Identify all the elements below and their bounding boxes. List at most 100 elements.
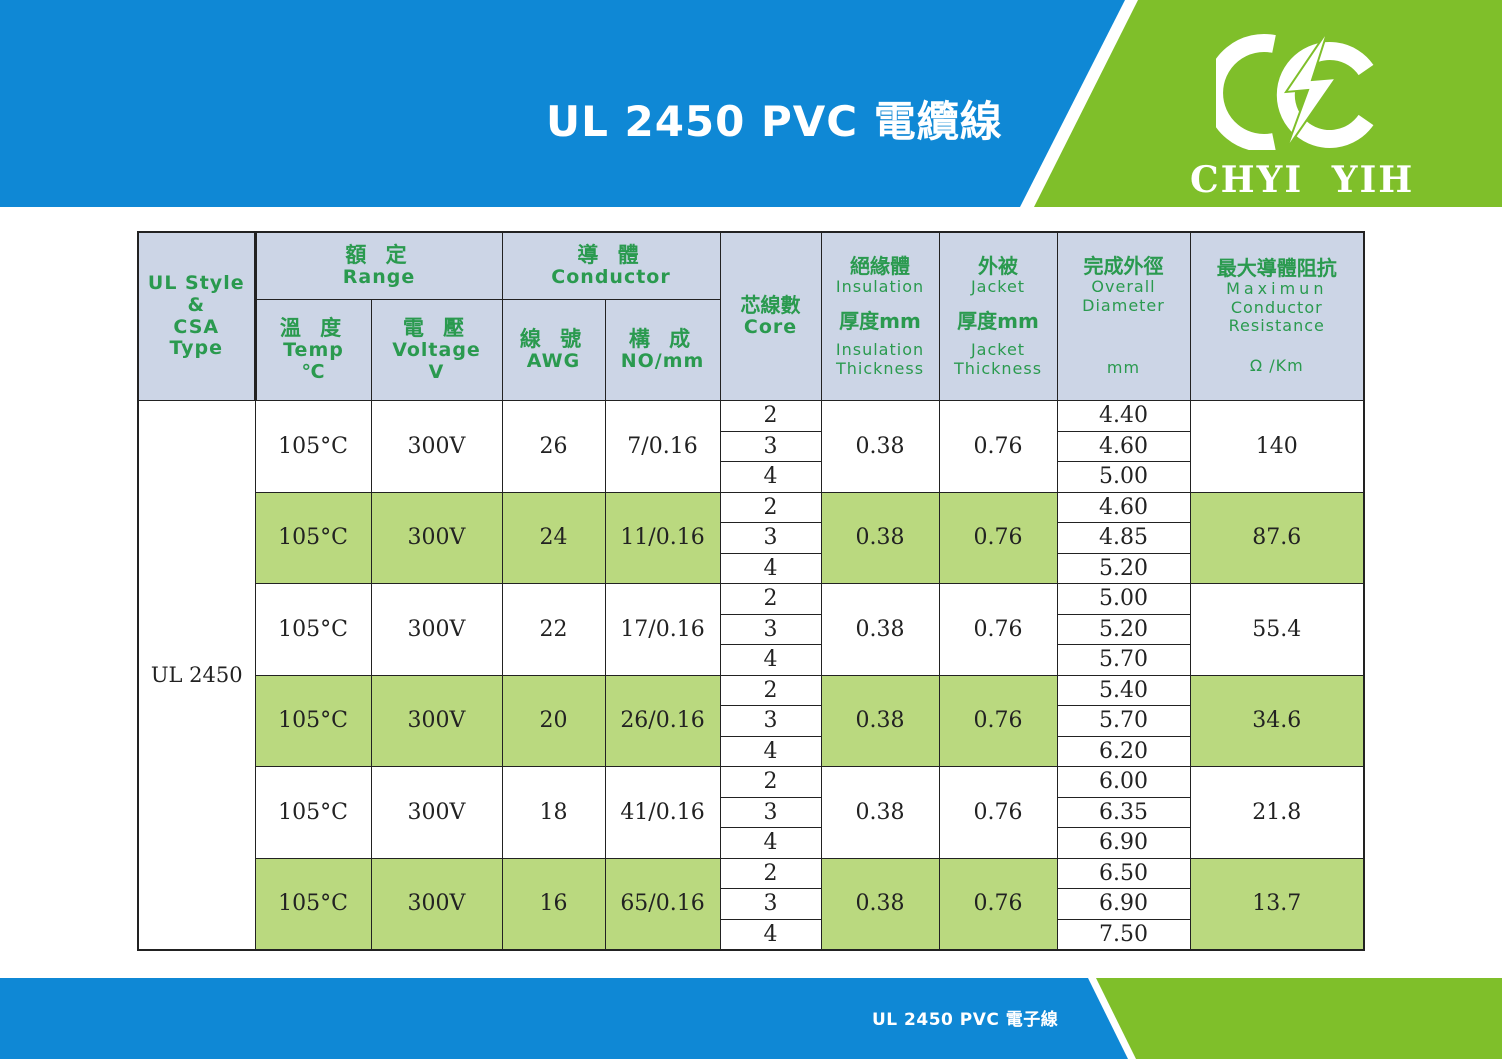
core-cell: 3: [719, 430, 822, 462]
no-mm-cell: 7/0.16: [604, 400, 721, 493]
diameter-cell: 6.50: [1056, 857, 1191, 889]
awg-cell: 26: [501, 400, 606, 493]
core-cell: 3: [719, 705, 822, 737]
insulation-cell: 0.38: [820, 583, 940, 676]
temp-cell: 105°C: [254, 674, 372, 767]
awg-cell: 22: [501, 583, 606, 676]
core-cell: 2: [719, 583, 822, 615]
resistance-cell: 87.6: [1189, 491, 1365, 584]
insulation-cell: 0.38: [820, 857, 940, 951]
diameter-cell: 6.00: [1056, 766, 1191, 798]
core-cell: 4: [719, 461, 822, 493]
insulation-cell: 0.38: [820, 400, 940, 493]
no-mm-cell: 26/0.16: [604, 674, 721, 767]
no-mm-cell: 11/0.16: [604, 491, 721, 584]
no-mm-cell: 65/0.16: [604, 857, 721, 951]
header-core: 芯線數 Core: [719, 231, 822, 401]
table-row: UL 2450 105°C 300V 26 7/0.16 2 0.38 0.76 4.40 140: [137, 400, 1365, 951]
header-overall-diameter: 完成外徑 Overall Diameter mm: [1056, 231, 1191, 401]
no-mm-cell: 41/0.16: [604, 766, 721, 859]
temp-cell: 105°C: [254, 491, 372, 584]
no-mm-cell: 17/0.16: [604, 583, 721, 676]
core-cell: 2: [719, 491, 822, 523]
temp-cell: 105°C: [254, 766, 372, 859]
table-row: 3 4.85: [138, 522, 1364, 554]
diameter-cell: 6.20: [1056, 735, 1191, 767]
footer-text: UL 2450 PVC 電子線: [872, 1010, 1059, 1030]
voltage-cell: 300V: [370, 766, 503, 859]
diameter-cell: 6.35: [1056, 796, 1191, 828]
diameter-cell: 5.70: [1056, 705, 1191, 737]
header-conductor: 導 體 Conductor: [501, 231, 721, 300]
table-row: 3 6.90: [138, 888, 1364, 920]
diameter-cell: 5.70: [1056, 644, 1191, 676]
diameter-cell: 5.00: [1056, 583, 1191, 615]
diameter-cell: 5.20: [1056, 552, 1191, 584]
core-cell: 3: [719, 522, 822, 554]
resistance-cell: 21.8: [1189, 766, 1365, 859]
table-row: 105°C 300V 22 17/0.16 2 0.38 0.76 5.00 55.4: [138, 583, 1365, 676]
resistance-cell: 55.4: [1189, 583, 1365, 676]
insulation-cell: 0.38: [820, 766, 940, 859]
resistance-cell: 140: [1189, 400, 1365, 493]
insulation-cell: 0.38: [820, 674, 940, 767]
footer-shapes: [0, 978, 1502, 1059]
jacket-cell: 0.76: [938, 766, 1058, 859]
table-row: 4 7.50: [138, 918, 1364, 951]
diameter-cell: 5.20: [1056, 613, 1191, 645]
voltage-cell: 300V: [370, 583, 503, 676]
insulation-cell: 0.38: [820, 491, 940, 584]
awg-cell: 24: [501, 491, 606, 584]
core-cell: 4: [719, 918, 822, 951]
diameter-cell: 5.40: [1056, 674, 1191, 706]
awg-cell: 16: [501, 857, 606, 951]
diameter-cell: 4.60: [1056, 491, 1191, 523]
diameter-cell: 4.85: [1056, 522, 1191, 554]
header-style: UL Style & CSA Type: [137, 231, 256, 401]
jacket-cell: 0.76: [938, 857, 1058, 951]
spec-body: UL 2450 105°C 300V 26 7/0.16 2 0.38 0.76 4.40 140…: [137, 400, 1365, 951]
core-cell: 2: [719, 400, 822, 432]
awg-cell: 20: [501, 674, 606, 767]
temp-cell: 105°C: [254, 400, 372, 493]
table-row: 4 6.90: [138, 827, 1364, 859]
header-range: 額 定 Range: [253, 231, 503, 300]
jacket-cell: 0.76: [938, 491, 1058, 584]
core-cell: 4: [719, 735, 822, 767]
table-row: 4 5.70: [138, 644, 1364, 676]
header-insulation: 絕緣體 Insulation 厚度mm Insulation Thickness: [820, 231, 940, 401]
temp-cell: 105°C: [254, 583, 372, 676]
core-cell: 2: [719, 766, 822, 798]
header-temp: 溫 度 Temp ℃: [253, 299, 372, 401]
jacket-cell: 0.76: [938, 400, 1058, 493]
header-no-mm: 構 成 NO/mm: [604, 299, 721, 401]
diameter-cell: 6.90: [1056, 827, 1191, 859]
table-row: 105°C 300V 24 11/0.16 2 0.38 0.76 4.60 87.6: [138, 491, 1365, 584]
diameter-cell: 4.60: [1056, 430, 1191, 462]
header-voltage: 電 壓 Voltage V: [370, 299, 503, 401]
core-cell: 2: [719, 674, 822, 706]
header-jacket: 外被 Jacket 厚度mm Jacket Thickness: [938, 231, 1058, 401]
table-row: 4 5.20: [138, 552, 1364, 584]
table-row: 4 5.00: [138, 461, 1364, 493]
bottom-banner: [0, 978, 1502, 1059]
chyi-yih-logo: [1205, 29, 1382, 152]
core-cell: 2: [719, 857, 822, 889]
diameter-cell: 4.40: [1056, 400, 1191, 432]
core-cell: 3: [719, 796, 822, 828]
voltage-cell: 300V: [370, 857, 503, 951]
table-row: 3 5.20: [138, 613, 1364, 645]
style-cell: UL 2450: [137, 400, 256, 951]
header-awg: 線 號 AWG: [501, 299, 606, 401]
core-cell: 4: [719, 552, 822, 584]
top-banner: [0, 0, 1502, 207]
brand-name: CHYI YIH: [1190, 159, 1415, 201]
temp-cell: 105°C: [254, 857, 372, 951]
resistance-cell: 13.7: [1189, 857, 1365, 951]
awg-cell: 18: [501, 766, 606, 859]
jacket-cell: 0.76: [938, 583, 1058, 676]
table-row: 105°C 300V 20 26/0.16 2 0.38 0.76 5.40 34.6: [138, 674, 1365, 767]
table-row: 105°C 300V 16 65/0.16 2 0.38 0.76 6.50 13.7: [138, 857, 1365, 951]
diameter-cell: 7.50: [1056, 918, 1191, 951]
spec-table: UL Style & CSA Type 額 定 Range 導 體 Conduc…: [137, 231, 1366, 951]
